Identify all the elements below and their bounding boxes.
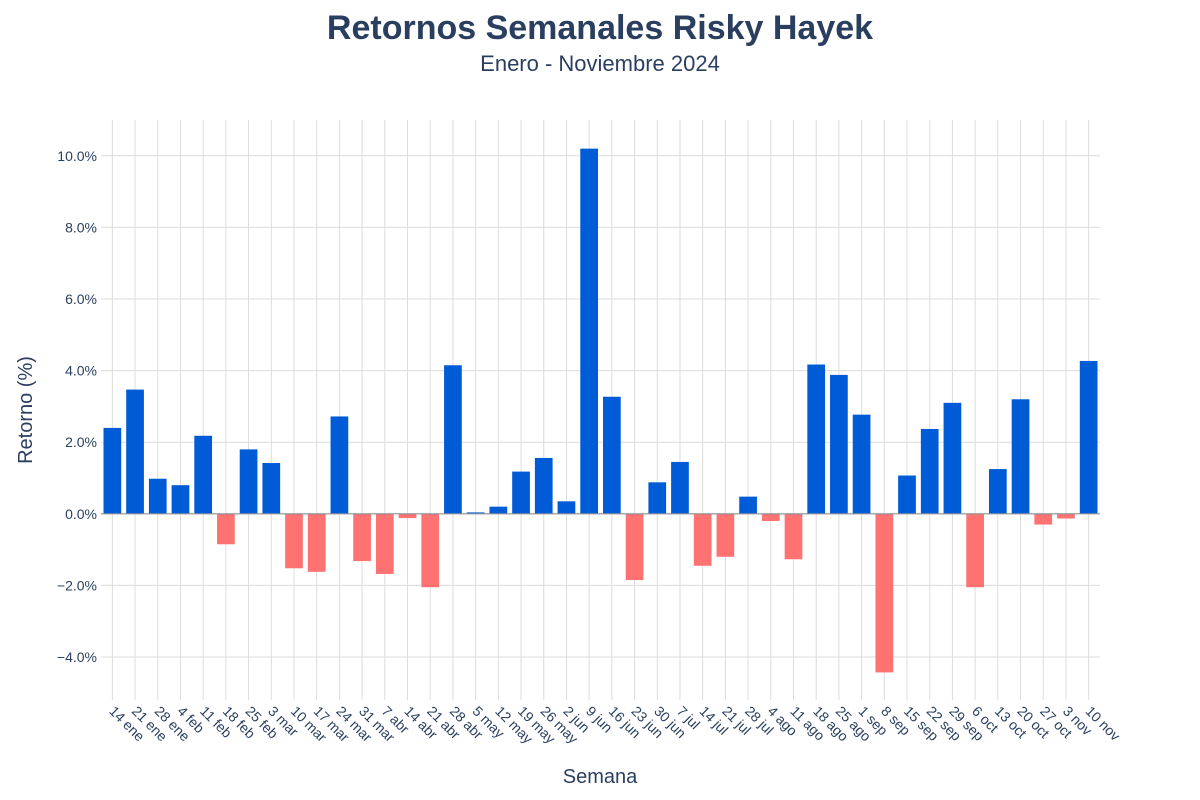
bar — [602, 396, 621, 514]
bar — [988, 469, 1007, 514]
bar — [194, 435, 213, 514]
bar — [489, 506, 508, 514]
bar — [466, 512, 485, 514]
y-axis-title: Retorno (%) — [15, 356, 37, 464]
bar — [648, 482, 667, 514]
y-tick-label: −2.0% — [57, 577, 97, 593]
bar — [716, 513, 735, 557]
bar — [943, 402, 962, 514]
bar — [671, 461, 689, 514]
bar — [784, 513, 803, 560]
bar — [534, 457, 553, 514]
bar — [239, 449, 258, 514]
chart-title: Retornos Semanales Risky Hayek — [327, 9, 873, 47]
bar — [262, 462, 281, 514]
bar — [217, 513, 235, 545]
bar — [1057, 513, 1075, 519]
bar — [875, 513, 894, 673]
bar — [580, 148, 599, 514]
bar — [1079, 360, 1098, 514]
bar — [966, 513, 984, 588]
bar — [103, 427, 122, 514]
bar — [148, 478, 167, 514]
y-tick-label: 2.0% — [65, 434, 97, 450]
bar — [285, 513, 303, 569]
bar — [171, 485, 190, 514]
bar — [398, 513, 417, 519]
bar — [761, 513, 780, 521]
bar — [739, 496, 757, 514]
chart-subtitle: Enero - Noviembre 2024 — [480, 51, 720, 76]
bar — [1011, 399, 1030, 514]
bar — [693, 513, 712, 566]
y-tick-label: −4.0% — [57, 649, 97, 665]
bar — [330, 416, 349, 514]
bar — [512, 471, 530, 514]
bar-layer — [101, 148, 1100, 673]
bar — [353, 513, 371, 562]
x-axis-title: Semana — [563, 766, 638, 788]
bar — [852, 414, 871, 514]
y-tick-label: 0.0% — [65, 506, 97, 522]
bar — [807, 364, 826, 514]
y-axis: −4.0% −2.0% 0.0% 2.0% 4.0% 6.0% 8.0% 10.0% — [57, 148, 97, 665]
bar — [126, 389, 144, 514]
y-tick-label: 4.0% — [65, 363, 97, 379]
bar — [421, 513, 440, 588]
bar — [307, 513, 326, 572]
y-tick-label: 10.0% — [57, 148, 97, 164]
bar — [898, 475, 916, 514]
bar — [1034, 513, 1053, 525]
y-tick-label: 6.0% — [65, 291, 97, 307]
bar — [920, 428, 939, 514]
y-tick-label: 8.0% — [65, 219, 97, 235]
bar — [830, 374, 848, 514]
bar — [557, 501, 576, 514]
bar — [625, 513, 644, 581]
bar — [375, 513, 394, 574]
bar — [444, 365, 462, 514]
